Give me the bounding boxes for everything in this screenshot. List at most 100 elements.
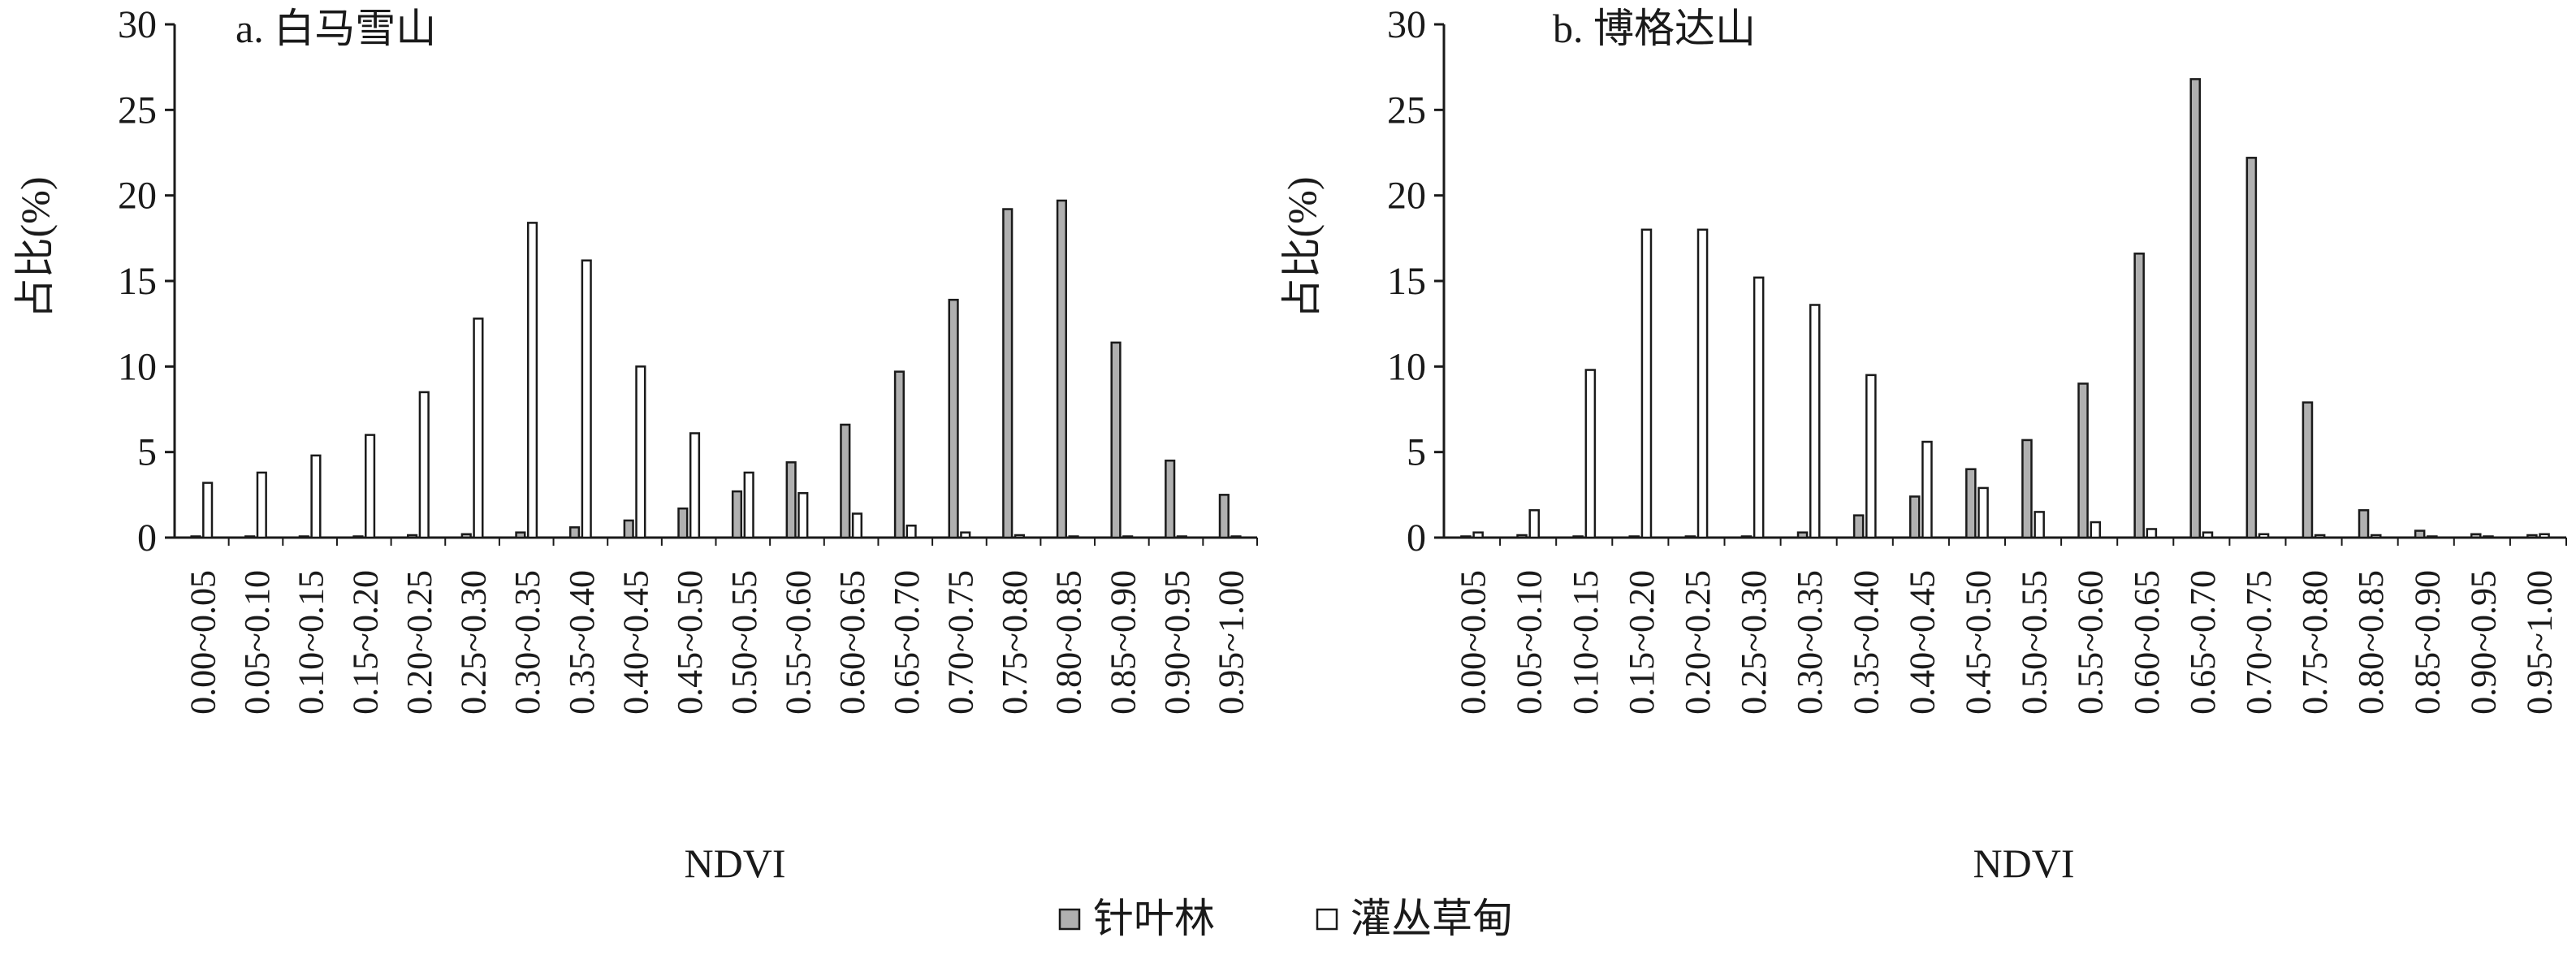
bar-shrub <box>689 432 701 539</box>
bar-shrub <box>1584 369 1597 539</box>
x-tick-label: 0.00~0.05 <box>1454 570 1493 715</box>
x-tick-label: 0.60~0.65 <box>832 570 872 715</box>
y-tick-label: 0 <box>137 516 157 560</box>
bar-shrub <box>1977 486 1989 539</box>
bar-conifer <box>244 535 256 539</box>
x-tick-label: 0.45~0.50 <box>670 570 710 715</box>
y-tick-label: 30 <box>1387 3 1426 46</box>
x-tick-label: 0.50~0.55 <box>724 570 764 715</box>
bar-shrub <box>1014 534 1025 539</box>
bar-conifer <box>893 370 905 539</box>
legend-label-conifer: 针叶林 <box>1093 896 1215 941</box>
bar-conifer <box>2358 509 2370 539</box>
x-tick-label: 0.40~0.45 <box>1902 570 1942 715</box>
bar-conifer <box>1684 535 1696 539</box>
bar-conifer <box>1740 535 1753 539</box>
bar-conifer <box>1460 535 1472 539</box>
x-tick-label: 0.90~0.95 <box>2463 570 2503 715</box>
bar-shrub <box>1696 228 1709 539</box>
x-tick-label: 0.95~1.00 <box>1212 570 1251 715</box>
bar-shrub <box>2427 535 2438 539</box>
bar-conifer <box>352 535 364 539</box>
bar-conifer <box>2133 253 2145 539</box>
x-tick-label: 0.35~0.40 <box>1846 570 1886 715</box>
x-tick-label: 0.15~0.20 <box>345 570 385 715</box>
bar-conifer <box>2414 529 2426 539</box>
legend-label-shrub: 灌丛草甸 <box>1351 896 1513 941</box>
y-tick-label: 30 <box>118 3 157 46</box>
bar-conifer <box>1218 494 1230 539</box>
x-tick-label: 0.65~0.70 <box>2183 570 2223 715</box>
bar-shrub <box>310 454 322 539</box>
bar-shrub <box>581 259 592 539</box>
x-tick-label: 0.55~0.60 <box>2071 570 2111 715</box>
bar-shrub <box>1753 276 1765 539</box>
bar-shrub <box>1176 535 1187 539</box>
bar-conifer <box>1628 535 1640 539</box>
bar-shrub <box>1921 440 1933 539</box>
x-tick-label: 0.95~1.00 <box>2519 570 2559 715</box>
bar-shrub <box>256 471 267 539</box>
bar-conifer <box>2021 439 2033 539</box>
y-tick-label: 15 <box>118 260 157 303</box>
bar-conifer <box>623 519 634 539</box>
x-tick-label: 0.30~0.35 <box>508 570 547 715</box>
panel-a-ylabel: 占比(%) <box>12 177 58 319</box>
x-tick-label: 0.05~0.10 <box>237 570 277 715</box>
bar-shrub <box>635 365 646 539</box>
bar-conifer <box>1965 468 1977 539</box>
bar-conifer <box>2245 157 2258 539</box>
bar-shrub <box>2370 534 2382 539</box>
y-tick-label: 5 <box>137 431 157 474</box>
bar-conifer <box>460 533 472 539</box>
x-tick-label: 0.75~0.80 <box>995 570 1035 715</box>
bar-shrub <box>2314 534 2326 539</box>
bar-conifer <box>190 535 201 539</box>
bar-shrub <box>1528 509 1541 539</box>
bar-conifer <box>2302 401 2314 539</box>
bar-conifer <box>948 298 959 539</box>
x-tick-label: 0.20~0.25 <box>400 570 439 715</box>
x-tick-label: 0.45~0.50 <box>1958 570 1998 715</box>
y-tick-label: 20 <box>1387 175 1426 218</box>
x-tick-label: 0.30~0.35 <box>1790 570 1830 715</box>
bar-conifer <box>731 490 743 539</box>
x-tick-label: 0.55~0.60 <box>778 570 818 715</box>
bar-shrub <box>2146 528 2158 539</box>
bar-shrub <box>851 512 863 539</box>
bar-conifer <box>1516 534 1528 539</box>
bar-shrub <box>473 318 484 539</box>
bar-shrub <box>2034 511 2045 539</box>
y-tick-label: 25 <box>118 89 157 132</box>
y-tick-label: 15 <box>1387 260 1426 303</box>
x-tick-label: 0.70~0.75 <box>2239 570 2279 715</box>
bar-conifer <box>515 531 526 539</box>
bar-conifer <box>407 534 418 539</box>
bar-shrub <box>960 531 971 539</box>
bar-conifer <box>2189 78 2202 539</box>
x-tick-label: 0.35~0.40 <box>562 570 602 715</box>
legend-swatch-conifer <box>1058 908 1081 931</box>
bar-conifer <box>1056 199 1067 539</box>
y-tick-label: 10 <box>118 345 157 388</box>
bar-shrub <box>905 525 917 539</box>
bar-shrub <box>1809 304 1821 539</box>
y-tick-label: 10 <box>1387 345 1426 388</box>
x-tick-label: 0.85~0.90 <box>1103 570 1143 715</box>
bar-shrub <box>1472 531 1484 539</box>
bar-shrub <box>1865 374 1877 539</box>
x-tick-label: 0.85~0.90 <box>2407 570 2447 715</box>
bar-conifer <box>1908 495 1921 539</box>
bar-conifer <box>2470 533 2482 539</box>
bar-shrub <box>743 471 754 539</box>
x-tick-label: 0.10~0.15 <box>1566 570 1606 715</box>
panel-a-chart: a. 白马雪山 占比(%) NDVI 0 5 10 15 20 25 30 0.00~0.05… <box>12 3 1258 886</box>
x-tick-label: 0.80~0.85 <box>2351 570 2391 715</box>
bar-conifer <box>1165 459 1176 539</box>
x-tick-label: 0.60~0.65 <box>2127 570 2167 715</box>
bar-conifer <box>1572 535 1584 539</box>
bar-shrub <box>1230 535 1242 539</box>
panel-a-xlabel: NDVI <box>685 840 786 886</box>
y-tick-label: 0 <box>1407 516 1426 560</box>
